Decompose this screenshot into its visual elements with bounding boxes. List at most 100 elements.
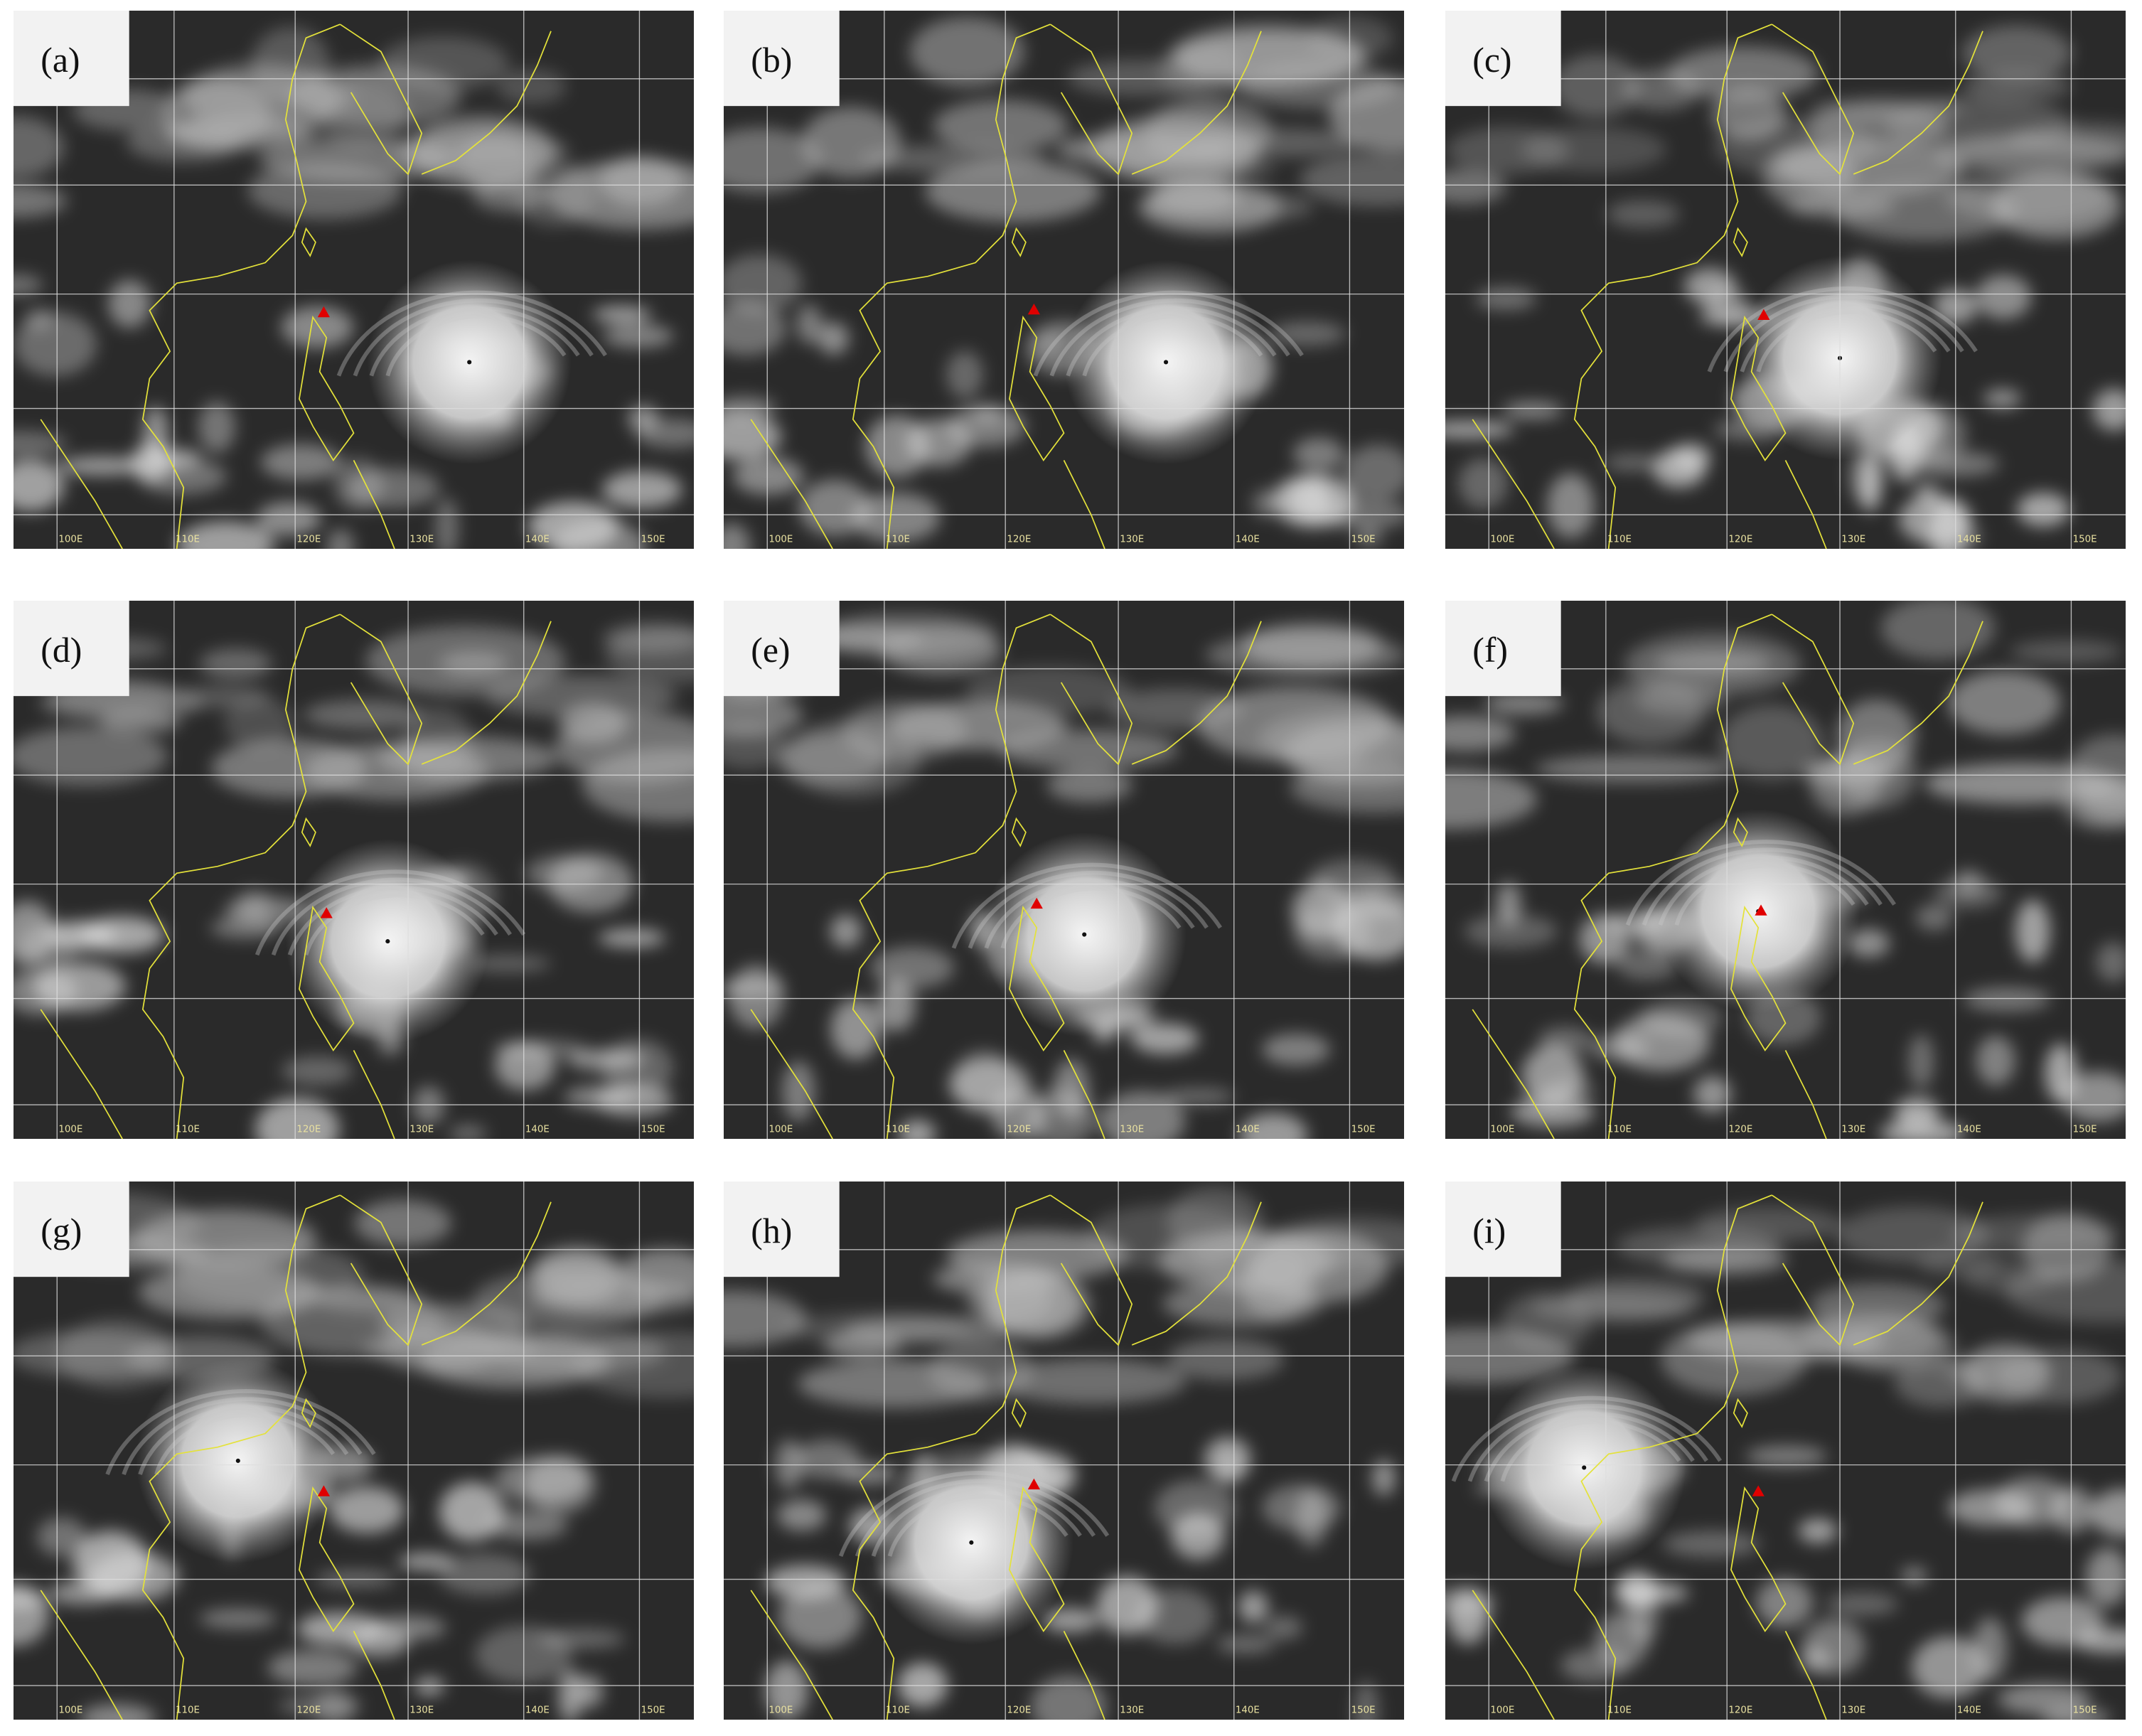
longitude-label: 130E <box>1120 534 1144 545</box>
spiral-band <box>353 298 594 377</box>
panel-label: (c) <box>1472 41 1511 80</box>
coastline <box>353 1631 395 1720</box>
coastline <box>141 23 341 549</box>
coastline <box>1730 315 1787 461</box>
coastline <box>299 1486 355 1632</box>
label-box <box>1445 601 1561 697</box>
satellite-image: 100E 110E 120E 130E 140E 150E (h) <box>724 1182 1404 1720</box>
coastline <box>421 621 552 765</box>
coastline <box>1784 1050 1827 1139</box>
coastline <box>750 1590 833 1720</box>
spiral-band <box>1625 840 1897 926</box>
satellite-image: 100E 110E 120E 130E 140E 150E (f) <box>1445 601 2126 1139</box>
longitude-label: 130E <box>1841 1124 1865 1135</box>
coastline <box>1853 621 1983 765</box>
coastline <box>421 1201 552 1346</box>
satellite-panel: 100E 110E 120E 130E 140E 150E (g) <box>14 1182 694 1720</box>
longitude-label: 140E <box>525 1705 550 1715</box>
coastline <box>1472 1009 1555 1139</box>
longitude-label: 100E <box>769 1705 793 1715</box>
coastline <box>1771 614 1855 766</box>
coastline <box>353 1050 395 1139</box>
coastline <box>1733 227 1748 257</box>
coastline <box>1573 23 1772 549</box>
longitude-label: 110E <box>886 1124 910 1135</box>
satellite-panel: 100E 110E 120E 130E 140E 150E (e) <box>724 601 1404 1139</box>
coastline <box>1730 905 1787 1051</box>
longitude-label: 110E <box>1607 1705 1632 1715</box>
spiral-band <box>1707 286 1978 373</box>
coastline <box>141 614 341 1139</box>
longitude-label: 150E <box>2073 1705 2097 1715</box>
longitude-label: 120E <box>1728 1124 1752 1135</box>
label-box <box>14 1182 129 1277</box>
longitude-label: 150E <box>1351 1705 1376 1715</box>
longitude-label: 150E <box>641 1124 665 1135</box>
longitude-label: 100E <box>58 1705 82 1715</box>
clouds <box>14 27 694 549</box>
coastline <box>339 614 423 766</box>
spiral-band <box>951 862 1223 949</box>
longitude-label: 100E <box>1490 1124 1514 1135</box>
coastline <box>1131 31 1262 175</box>
coastline <box>1853 1201 1983 1346</box>
spiral-band <box>1642 847 1883 926</box>
spiral-band <box>1451 1395 1723 1482</box>
longitude-label: 150E <box>641 1705 665 1715</box>
longitude-label: 120E <box>1728 534 1752 545</box>
coastline <box>353 460 395 549</box>
longitude-label: 130E <box>1120 1705 1144 1715</box>
coastline <box>1009 1486 1065 1632</box>
coastline <box>339 1194 423 1346</box>
coastline <box>299 905 355 1051</box>
longitude-label: 140E <box>1957 1124 1981 1135</box>
coastline <box>299 315 355 461</box>
longitude-label: 100E <box>769 1124 793 1135</box>
panel-label: (d) <box>41 631 82 670</box>
longitude-label: 150E <box>1351 534 1376 545</box>
longitude-label: 120E <box>296 1705 321 1715</box>
spiral-band <box>369 306 580 377</box>
coastline <box>1063 1050 1105 1139</box>
coastline <box>852 614 1051 1139</box>
spiral-band <box>1467 1403 1708 1482</box>
coastline <box>1009 905 1065 1051</box>
longitude-label: 100E <box>769 534 793 545</box>
spiral-band <box>1049 298 1290 377</box>
spiral-band <box>1066 306 1277 377</box>
coastline <box>339 23 423 176</box>
spiral-band <box>304 893 485 956</box>
coastline <box>1131 621 1262 765</box>
station-marker <box>1027 304 1041 315</box>
coastline <box>1771 1194 1855 1346</box>
longitude-label: 110E <box>1607 1124 1632 1135</box>
typhoon-eye <box>969 1540 974 1545</box>
spiral-band <box>1000 886 1182 949</box>
label-box <box>1445 1182 1561 1277</box>
label-box <box>724 11 840 107</box>
spiral-band <box>1658 855 1869 926</box>
longitude-label: 100E <box>1490 534 1514 545</box>
coastline <box>1573 614 1772 1139</box>
coastline <box>301 817 316 847</box>
coastline <box>1049 614 1133 766</box>
label-box <box>724 1182 840 1277</box>
longitude-label: 100E <box>58 1124 82 1135</box>
longitude-label: 140E <box>1236 1705 1260 1715</box>
spiral-band <box>1723 294 1964 373</box>
clouds <box>724 613 1404 1139</box>
longitude-label: 130E <box>409 1705 434 1715</box>
satellite-panel: 100E 110E 120E 130E 140E 150E (c) <box>1445 11 2126 549</box>
coastline <box>1853 31 1983 175</box>
panel-label: (h) <box>751 1211 792 1250</box>
spiral-band <box>887 1494 1069 1557</box>
coastline <box>301 1398 316 1428</box>
longitude-label: 110E <box>886 534 910 545</box>
typhoon-eye <box>1082 932 1087 937</box>
coastline <box>1011 817 1027 847</box>
coastline <box>1784 460 1827 549</box>
coastline <box>852 23 1051 549</box>
satellite-image: 100E 110E 120E 130E 140E 150E (e) <box>724 601 1404 1139</box>
spiral-band <box>271 877 513 956</box>
coastline <box>1472 419 1555 549</box>
